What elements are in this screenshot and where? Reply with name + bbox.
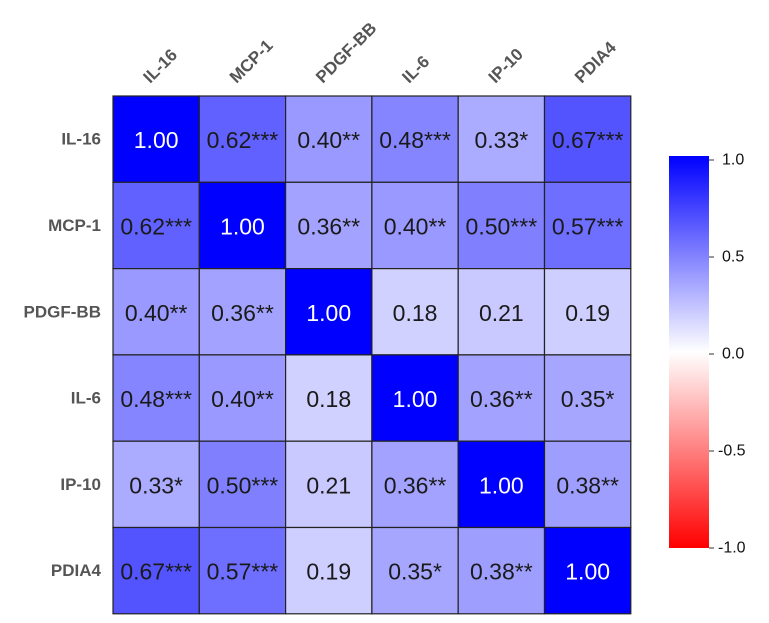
heatmap-cell xyxy=(112,95,200,183)
cell-value-label: 0.36** xyxy=(297,213,360,239)
heatmap-cell xyxy=(543,440,632,529)
cell-value-label: 0.67*** xyxy=(120,559,192,585)
cell-value-label: 0.36** xyxy=(384,472,447,498)
cell-value-label: 0.19 xyxy=(565,300,610,326)
color-legend: 1.0 0.5 0.0 -0.5 -1.0 xyxy=(669,152,746,557)
heatmap-cell xyxy=(543,268,632,356)
heatmap-cell xyxy=(371,181,459,270)
cell-value-label: 0.18 xyxy=(393,300,438,326)
row-label: MCP-1 xyxy=(48,216,101,235)
legend-color-bar xyxy=(669,156,709,548)
cell-value-label: 0.48*** xyxy=(379,127,451,153)
column-label: PDIA4 xyxy=(571,38,620,87)
cell-value-label: 0.33* xyxy=(474,127,528,153)
row-labels: IL-16 MCP-1 PDGF-BB IL-6 IP-10 PDIA4 xyxy=(24,130,102,581)
cell-value-label: 0.40** xyxy=(211,386,274,412)
heatmap-cell xyxy=(371,95,459,183)
legend-tick-label: 0.0 xyxy=(722,346,744,363)
cell-value-label: 0.35* xyxy=(561,386,615,412)
column-label: IL-6 xyxy=(398,52,433,87)
heatmap-cell xyxy=(371,268,459,356)
heatmap-cell xyxy=(198,354,287,442)
cell-value-label: 0.21 xyxy=(306,472,351,498)
cell-value-label: 0.40** xyxy=(125,300,188,326)
cell-value-label: 1.00 xyxy=(220,213,265,239)
cell-value-label: 0.19 xyxy=(306,559,351,585)
column-label: PDGF-BB xyxy=(312,19,380,87)
cell-value-label: 1.00 xyxy=(565,559,610,585)
heatmap-cell xyxy=(285,95,373,183)
row-label: PDGF-BB xyxy=(24,302,101,321)
cell-value-label: 1.00 xyxy=(134,127,179,153)
cell-value-label: 1.00 xyxy=(479,472,524,498)
cell-value-label: 0.21 xyxy=(479,300,524,326)
heatmap-cell xyxy=(543,354,632,442)
heatmap-cell xyxy=(371,440,459,529)
heatmap-cells: 1.00 0.62*** 0.40** 0.48*** 0.33* 0.67*** 0.62… xyxy=(112,95,632,615)
cell-value-label: 0.36** xyxy=(470,386,533,412)
cell-value-label: 1.00 xyxy=(306,300,351,326)
cell-value-label: 0.40** xyxy=(384,213,447,239)
column-labels: IL-16 MCP-1 PDGF-BB IL-6 IP-10 PDIA4 xyxy=(140,19,621,87)
heatmap-cell xyxy=(543,181,632,270)
heatmap-cell xyxy=(112,526,200,615)
heatmap-cell xyxy=(198,95,287,183)
cell-value-label: 0.50*** xyxy=(466,213,538,239)
heatmap-cell xyxy=(198,268,287,356)
cell-value-label: 0.33* xyxy=(129,472,183,498)
cell-value-label: 0.50*** xyxy=(207,472,279,498)
heatmap-cell xyxy=(285,440,373,529)
row-label: IP-10 xyxy=(60,475,101,494)
heatmap-cell xyxy=(457,526,546,615)
legend-tick-label: 1.0 xyxy=(722,152,744,169)
legend-tick-label: 0.5 xyxy=(722,249,744,266)
legend-tick-label: -1.0 xyxy=(718,540,746,557)
column-label: IL-16 xyxy=(140,45,181,86)
cell-value-label: 0.57*** xyxy=(552,213,624,239)
heatmap-cell xyxy=(112,440,200,529)
cell-value-label: 0.38** xyxy=(556,472,619,498)
heatmap-cell xyxy=(543,526,632,615)
heatmap-cell xyxy=(371,354,459,442)
cell-value-label: 0.35* xyxy=(388,559,442,585)
heatmap-cell xyxy=(457,440,546,529)
row-label: PDIA4 xyxy=(51,561,102,580)
cell-value-label: 0.36** xyxy=(211,300,274,326)
heatmap-cell xyxy=(457,268,546,356)
legend-tick-label: -0.5 xyxy=(718,443,746,460)
cell-value-label: 0.38** xyxy=(470,559,533,585)
heatmap-cell xyxy=(112,354,200,442)
cell-value-label: 0.62*** xyxy=(207,127,279,153)
heatmap-cell xyxy=(285,354,373,442)
column-label: IP-10 xyxy=(485,45,527,87)
heatmap-cell xyxy=(371,526,459,615)
cell-value-label: 0.67*** xyxy=(552,127,624,153)
cell-value-label: 0.62*** xyxy=(120,213,192,239)
cell-value-label: 0.48*** xyxy=(120,386,192,412)
heatmap-cell xyxy=(543,95,632,183)
cell-value-label: 1.00 xyxy=(393,386,438,412)
heatmap-cell xyxy=(457,354,546,442)
row-label: IL-6 xyxy=(71,389,101,408)
column-label: MCP-1 xyxy=(226,36,277,87)
cell-value-label: 0.18 xyxy=(306,386,351,412)
cell-value-label: 0.57*** xyxy=(207,559,279,585)
heatmap-cell xyxy=(198,181,287,270)
row-label: IL-16 xyxy=(61,130,101,149)
cell-value-label: 0.40** xyxy=(297,127,360,153)
